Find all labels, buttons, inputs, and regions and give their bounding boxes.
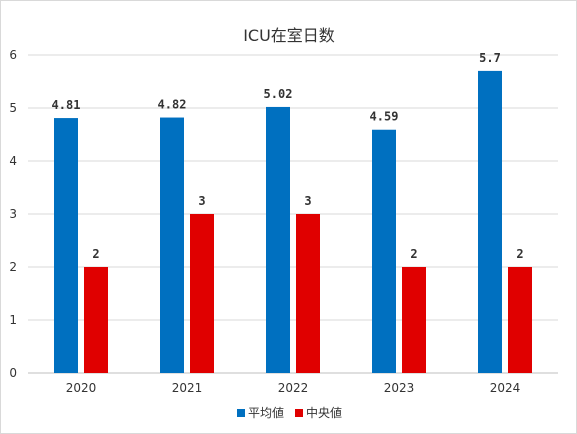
bar-median <box>190 214 214 373</box>
data-label: 4.82 <box>158 98 187 112</box>
x-tick-label: 2020 <box>66 381 97 395</box>
x-axis-ticks: 2020 2021 2022 2023 2024 <box>66 381 521 395</box>
data-labels: 4.81 2 4.82 3 5.02 3 4.59 2 5.7 2 <box>52 51 524 261</box>
y-tick-label: 3 <box>9 207 17 221</box>
gridlines <box>28 54 558 374</box>
y-tick-label: 5 <box>9 101 17 115</box>
legend: 平均値 中央値 <box>237 405 342 420</box>
x-tick-label: 2023 <box>384 381 415 395</box>
data-label: 5.02 <box>264 87 293 101</box>
bar-median <box>402 267 426 373</box>
x-tick-label: 2022 <box>278 381 309 395</box>
legend-swatch-mean <box>237 409 245 417</box>
legend-label: 平均値 <box>248 405 284 420</box>
bars <box>54 70 532 374</box>
x-tick-label: 2024 <box>490 381 521 395</box>
y-tick-label: 6 <box>9 48 17 62</box>
y-tick-label: 0 <box>9 366 17 380</box>
bar-mean <box>478 70 502 374</box>
bar-median <box>296 214 320 373</box>
data-label: 5.7 <box>479 51 501 65</box>
x-tick-label: 2021 <box>172 381 203 395</box>
y-tick-label: 2 <box>9 260 17 274</box>
legend-swatch-median <box>295 409 303 417</box>
bar-mean <box>54 118 78 373</box>
y-tick-label: 4 <box>9 154 17 168</box>
data-label: 2 <box>410 247 417 261</box>
chart-title: ICU在室日数 <box>243 26 335 45</box>
bar-median <box>84 267 108 373</box>
data-label: 3 <box>304 194 311 208</box>
data-label: 2 <box>516 247 523 261</box>
data-label: 2 <box>92 247 99 261</box>
bar-median <box>508 267 532 373</box>
y-axis-ticks: 0 1 2 3 4 5 6 <box>9 48 17 380</box>
data-label: 3 <box>198 194 205 208</box>
bar-mean <box>266 106 290 373</box>
data-label: 4.59 <box>370 110 399 124</box>
bar-mean <box>160 117 184 373</box>
legend-label: 中央値 <box>306 405 342 420</box>
y-tick-label: 1 <box>9 313 17 327</box>
data-label: 4.81 <box>52 98 81 112</box>
bar-mean <box>372 129 396 373</box>
